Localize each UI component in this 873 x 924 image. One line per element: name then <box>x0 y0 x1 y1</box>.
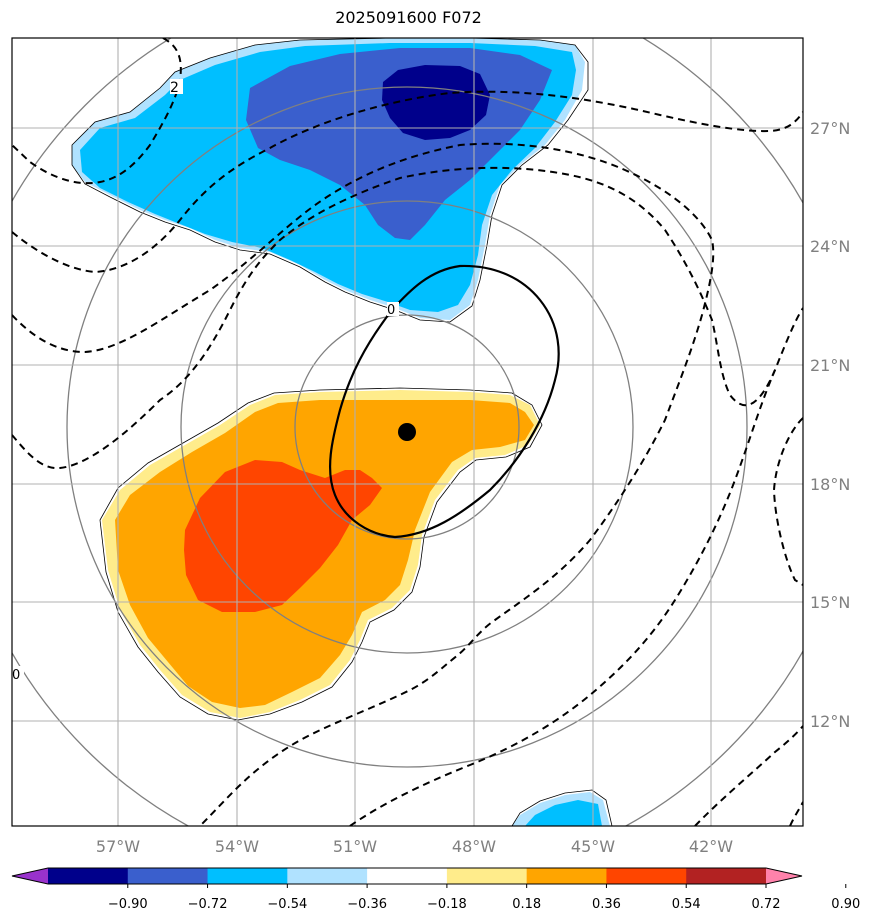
colorbar-tick-label: −0.18 <box>427 897 467 912</box>
colorbar-cell <box>446 868 528 884</box>
negative-shading-north <box>72 38 585 320</box>
shade-orange-red <box>184 460 382 612</box>
colorbar-tick-label: −0.90 <box>108 897 148 912</box>
lat-label-24n: 24°N <box>810 237 850 256</box>
colorbar-tick-label: −0.54 <box>267 897 307 912</box>
colorbar-cell <box>686 868 767 884</box>
colorbar-cell <box>606 868 687 884</box>
colorbar-tick-label: 0.18 <box>512 897 541 912</box>
lon-label-48w: 48°W <box>452 837 496 856</box>
dashed-contour-5 <box>349 369 776 826</box>
lat-label-21n: 21°N <box>810 356 850 375</box>
negative-shading-south <box>512 792 610 826</box>
dashed-contour-7 <box>694 725 803 826</box>
shade-navy-north <box>382 65 490 140</box>
range-ring-2 <box>180 200 634 654</box>
positive-shading <box>102 390 540 718</box>
dashed-contour-3 <box>12 142 715 826</box>
contour-label-2: 2 <box>170 80 179 96</box>
lat-label-12n: 12°N <box>810 712 850 731</box>
lon-label-42w: 42°W <box>689 837 733 856</box>
colorbar-cell <box>367 868 448 884</box>
lon-label-57w: 57°W <box>96 837 140 856</box>
contour-label-0-west: 0 <box>12 668 20 683</box>
colorbar-outline <box>11 867 803 885</box>
latitude-labels: 27°N 24°N 21°N 18°N 15°N 12°N <box>810 119 850 731</box>
colorbar-ticks: −0.90 −0.72 −0.54 −0.36 −0.18 0.18 0.36 0.54 0.7… <box>108 884 860 912</box>
contour-label-0: 0 <box>387 303 395 318</box>
dashed-contours <box>12 38 803 826</box>
colorbar-cell <box>48 868 129 884</box>
colorbar-tick-label: 0.36 <box>592 897 621 912</box>
dashed-contour-6 <box>772 417 803 586</box>
map-area: 2 0 0 <box>12 38 803 826</box>
dashed-contour-2 <box>12 90 803 274</box>
graticule <box>12 38 803 826</box>
dashed-contour-1 <box>12 38 182 185</box>
lat-label-27n: 27°N <box>810 119 850 138</box>
colorbar-cell <box>127 868 209 884</box>
colorbar-extend-high <box>766 868 802 884</box>
colorbar-extend-low <box>12 868 48 884</box>
range-rings <box>12 38 803 826</box>
colorbar-cell <box>526 868 607 884</box>
lon-label-54w: 54°W <box>215 837 259 856</box>
map-frame <box>11 37 804 827</box>
colorbar-tick-label: 0.54 <box>672 897 701 912</box>
shade-deep-sky-blue-south <box>525 800 602 826</box>
solid-contour <box>329 264 560 539</box>
colorbar-tick-label: 0.72 <box>752 897 781 912</box>
colorbar-tick-label: 0.90 <box>831 897 860 912</box>
colorbar-tick-label: −0.36 <box>347 897 387 912</box>
range-ring-3 <box>66 86 748 768</box>
lon-label-45w: 45°W <box>571 837 615 856</box>
lon-label-51w: 51°W <box>333 837 377 856</box>
lat-label-15n: 15°N <box>810 593 850 612</box>
storm-center-marker <box>398 423 416 441</box>
colorbar-cell <box>207 868 288 884</box>
contour-label-group: 2 0 0 <box>12 79 399 683</box>
colorbar-cells <box>12 868 802 884</box>
colorbar-tick-label: −0.72 <box>188 897 228 912</box>
colorbar: −0.90 −0.72 −0.54 −0.36 −0.18 0.18 0.36 0.54 0.7… <box>11 867 860 912</box>
map-title: 2025091600 F072 <box>335 8 482 27</box>
longitude-labels: 57°W 54°W 51°W 48°W 45°W 42°W <box>96 837 733 856</box>
colorbar-cell <box>287 868 368 884</box>
lat-label-18n: 18°N <box>810 475 850 494</box>
range-ring-1 <box>294 314 520 540</box>
dashed-contour-8 <box>789 801 803 826</box>
